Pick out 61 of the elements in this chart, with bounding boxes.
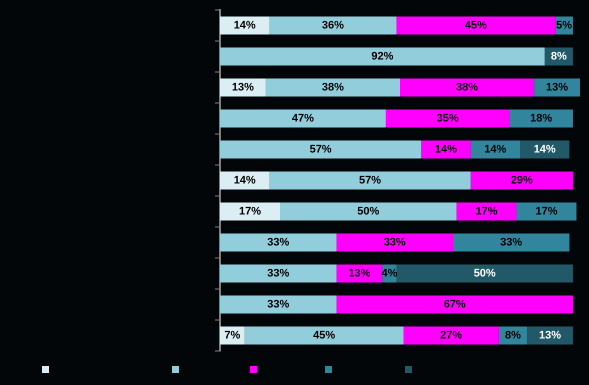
data-label: 67% [444,298,466,311]
data-label: 14% [534,144,556,156]
data-label: 33% [267,298,290,311]
data-label: 17% [238,206,262,218]
data-label: 33% [267,268,290,280]
bar [400,78,534,96]
data-label: 27% [440,330,462,342]
bar [220,140,422,158]
bar [516,202,576,220]
data-label: 5% [556,20,572,32]
bar [456,202,516,220]
data-label: 14% [234,174,256,187]
bar [509,110,573,128]
data-label: 29% [510,174,533,187]
data-label: 17% [475,206,498,218]
data-label: 50% [357,206,380,218]
bar [396,264,573,282]
bar [336,296,573,314]
data-label: 33% [384,236,406,249]
bar [470,172,573,190]
bar [220,110,386,128]
data-label: 33% [500,236,522,249]
data-label: 35% [436,112,459,125]
data-label: 13% [232,82,254,94]
data-label: 13% [538,330,562,342]
bar [220,296,336,314]
data-label: 14% [234,20,256,32]
bar [396,16,556,34]
data-label: 38% [322,82,344,94]
data-label: 47% [292,112,314,125]
bar [220,48,545,66]
data-label: 33% [267,236,290,249]
data-label: 18% [530,112,552,125]
bar [269,172,471,190]
bar [452,234,570,252]
bar [220,234,336,252]
data-label: 38% [456,82,478,94]
bar [244,326,404,344]
data-label: 36% [322,20,344,32]
bar [404,326,499,344]
data-label: 57% [310,144,332,156]
data-label: 8% [504,330,522,342]
data-label: 17% [535,206,558,218]
data-label: 13% [546,82,568,94]
data-label: 45% [313,330,336,342]
bar [220,264,336,282]
data-label: 13% [348,268,371,280]
data-label: 14% [434,144,458,156]
bar [386,110,510,128]
bar [269,16,396,34]
data-label: 7% [224,330,241,342]
data-label: 45% [464,20,488,32]
data-label: 92% [371,50,394,63]
data-label: 57% [358,174,382,187]
bar [280,202,456,220]
bar [336,234,453,252]
bar [220,202,280,220]
data-label: 14% [484,144,507,156]
data-label: 8% [550,50,567,63]
data-label: 50% [474,268,496,280]
bar [266,78,400,96]
